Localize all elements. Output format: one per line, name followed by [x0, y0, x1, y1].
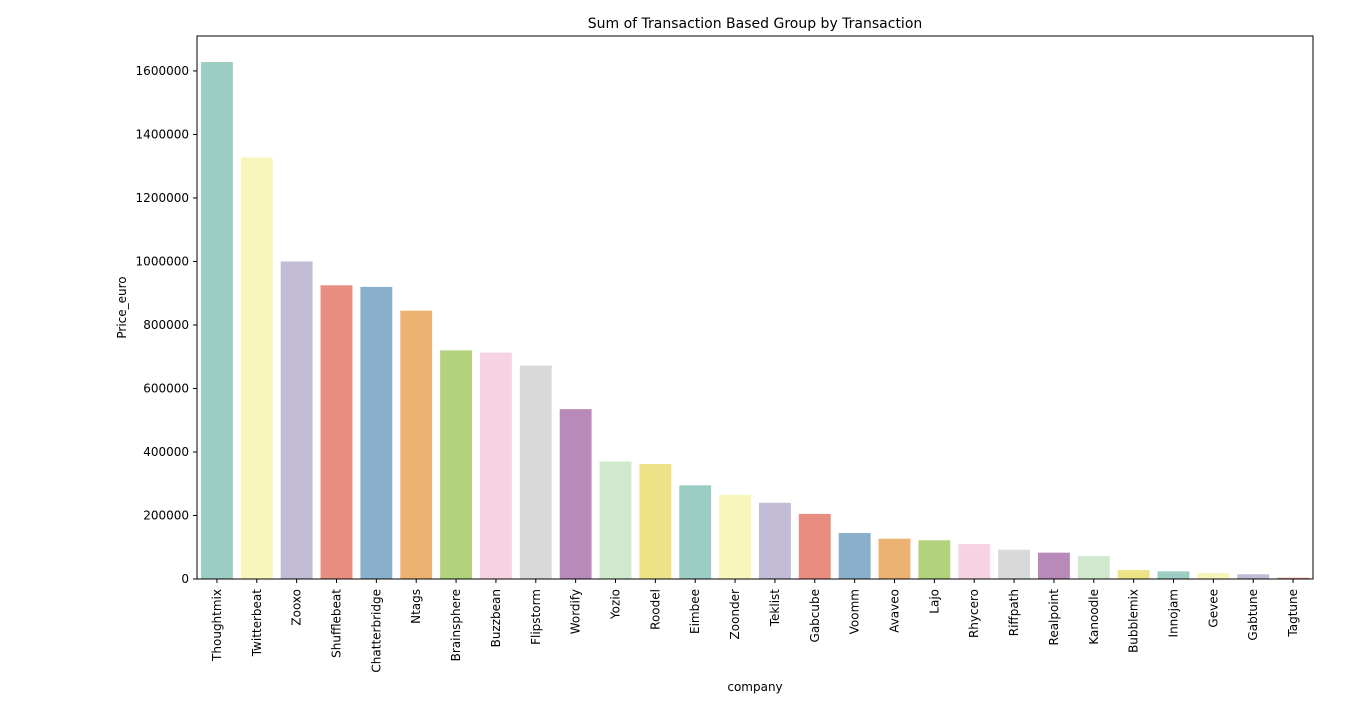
- bar-zooxo: [280, 261, 313, 579]
- y-tick-label: 1000000: [136, 254, 189, 268]
- bar-rhycero: [958, 544, 991, 579]
- y-axis-ticks: 0 200000 400000 600000 800000 1000000 1200000 1…: [136, 64, 197, 586]
- bar-wordify: [559, 409, 592, 579]
- bar-flipstorm: [519, 365, 552, 579]
- bar-riffpath: [998, 549, 1031, 579]
- bar-chatterbridge: [360, 286, 393, 579]
- bar-twitterbeat: [240, 157, 273, 579]
- y-tick-label: 1400000: [136, 127, 189, 141]
- bar-ntags: [400, 310, 433, 579]
- bar-teklist: [758, 502, 791, 579]
- chart-title: Sum of Transaction Based Group by Transa…: [588, 16, 923, 32]
- y-tick-label: 1200000: [136, 191, 189, 205]
- bar-buzzbean: [479, 352, 512, 579]
- x-tick-label: Rhycero: [967, 589, 981, 638]
- x-tick-label: Thoughtmix: [210, 589, 224, 662]
- x-tick-label: Zooxo: [290, 589, 304, 626]
- x-tick-label: Tagtune: [1286, 589, 1300, 638]
- bar-gabtune: [1237, 574, 1270, 579]
- x-tick-label: Kanoodle: [1087, 589, 1101, 645]
- bar-kanoodle: [1077, 556, 1110, 579]
- x-tick-label: Gabtune: [1246, 589, 1260, 641]
- x-tick-label: Voomm: [848, 589, 862, 634]
- y-tick-label: 1600000: [136, 64, 189, 78]
- x-tick-label: Buzzbean: [489, 589, 503, 647]
- x-tick-label: Lajo: [927, 589, 941, 614]
- y-axis-label: Price_euro: [115, 276, 129, 338]
- bar-voomm: [838, 532, 871, 579]
- bar-zoonder: [719, 494, 752, 579]
- x-axis-label: company: [727, 680, 782, 694]
- x-tick-label: Riffpath: [1007, 589, 1021, 636]
- bar-innojam: [1157, 571, 1190, 579]
- y-tick-label: 400000: [143, 445, 189, 459]
- x-tick-label: Avaveo: [888, 589, 902, 633]
- x-tick-label: Teklist: [768, 589, 782, 628]
- bar-bubblemix: [1117, 570, 1150, 579]
- bar-realpoint: [1037, 552, 1070, 579]
- x-tick-label: Ntags: [409, 589, 423, 624]
- x-tick-label: Zoonder: [728, 589, 742, 640]
- x-tick-label: Chatterbridge: [369, 589, 383, 673]
- bar-gevee: [1197, 572, 1230, 579]
- bar-tagtune: [1277, 577, 1310, 579]
- bar-yozio: [599, 461, 632, 579]
- x-tick-label: Roodel: [648, 589, 662, 630]
- x-axis-ticks: Thoughtmix Twitterbeat Zooxo Shufflebeat Cha…: [210, 579, 1300, 673]
- y-tick-label: 600000: [143, 381, 189, 395]
- bar-eimbee: [679, 485, 712, 579]
- bars-group: [200, 62, 1310, 580]
- y-tick-label: 800000: [143, 318, 189, 332]
- x-tick-label: Eimbee: [688, 589, 702, 634]
- y-tick-label: 200000: [143, 508, 189, 522]
- bar-gabcube: [798, 513, 831, 579]
- x-tick-label: Flipstorm: [529, 589, 543, 645]
- x-tick-label: Bubblemix: [1127, 589, 1141, 653]
- bar-thoughtmix: [200, 62, 233, 580]
- x-tick-label: Yozio: [609, 589, 623, 620]
- x-tick-label: Realpoint: [1047, 589, 1061, 646]
- bar-roodel: [639, 464, 672, 579]
- x-tick-label: Gevee: [1206, 589, 1220, 628]
- bar-avaveo: [878, 538, 911, 579]
- x-tick-label: Wordify: [569, 589, 583, 634]
- bar-brainsphere: [440, 350, 473, 579]
- x-tick-label: Twitterbeat: [250, 589, 264, 658]
- plot-frame: [196, 35, 1314, 580]
- x-tick-label: Innojam: [1167, 589, 1181, 637]
- y-tick-label: 0: [181, 572, 189, 586]
- bar-shufflebeat: [320, 285, 353, 579]
- x-tick-label: Gabcube: [808, 589, 822, 642]
- x-tick-label: Shufflebeat: [330, 589, 344, 658]
- x-tick-label: Brainsphere: [449, 589, 463, 661]
- bar-lajo: [918, 540, 951, 579]
